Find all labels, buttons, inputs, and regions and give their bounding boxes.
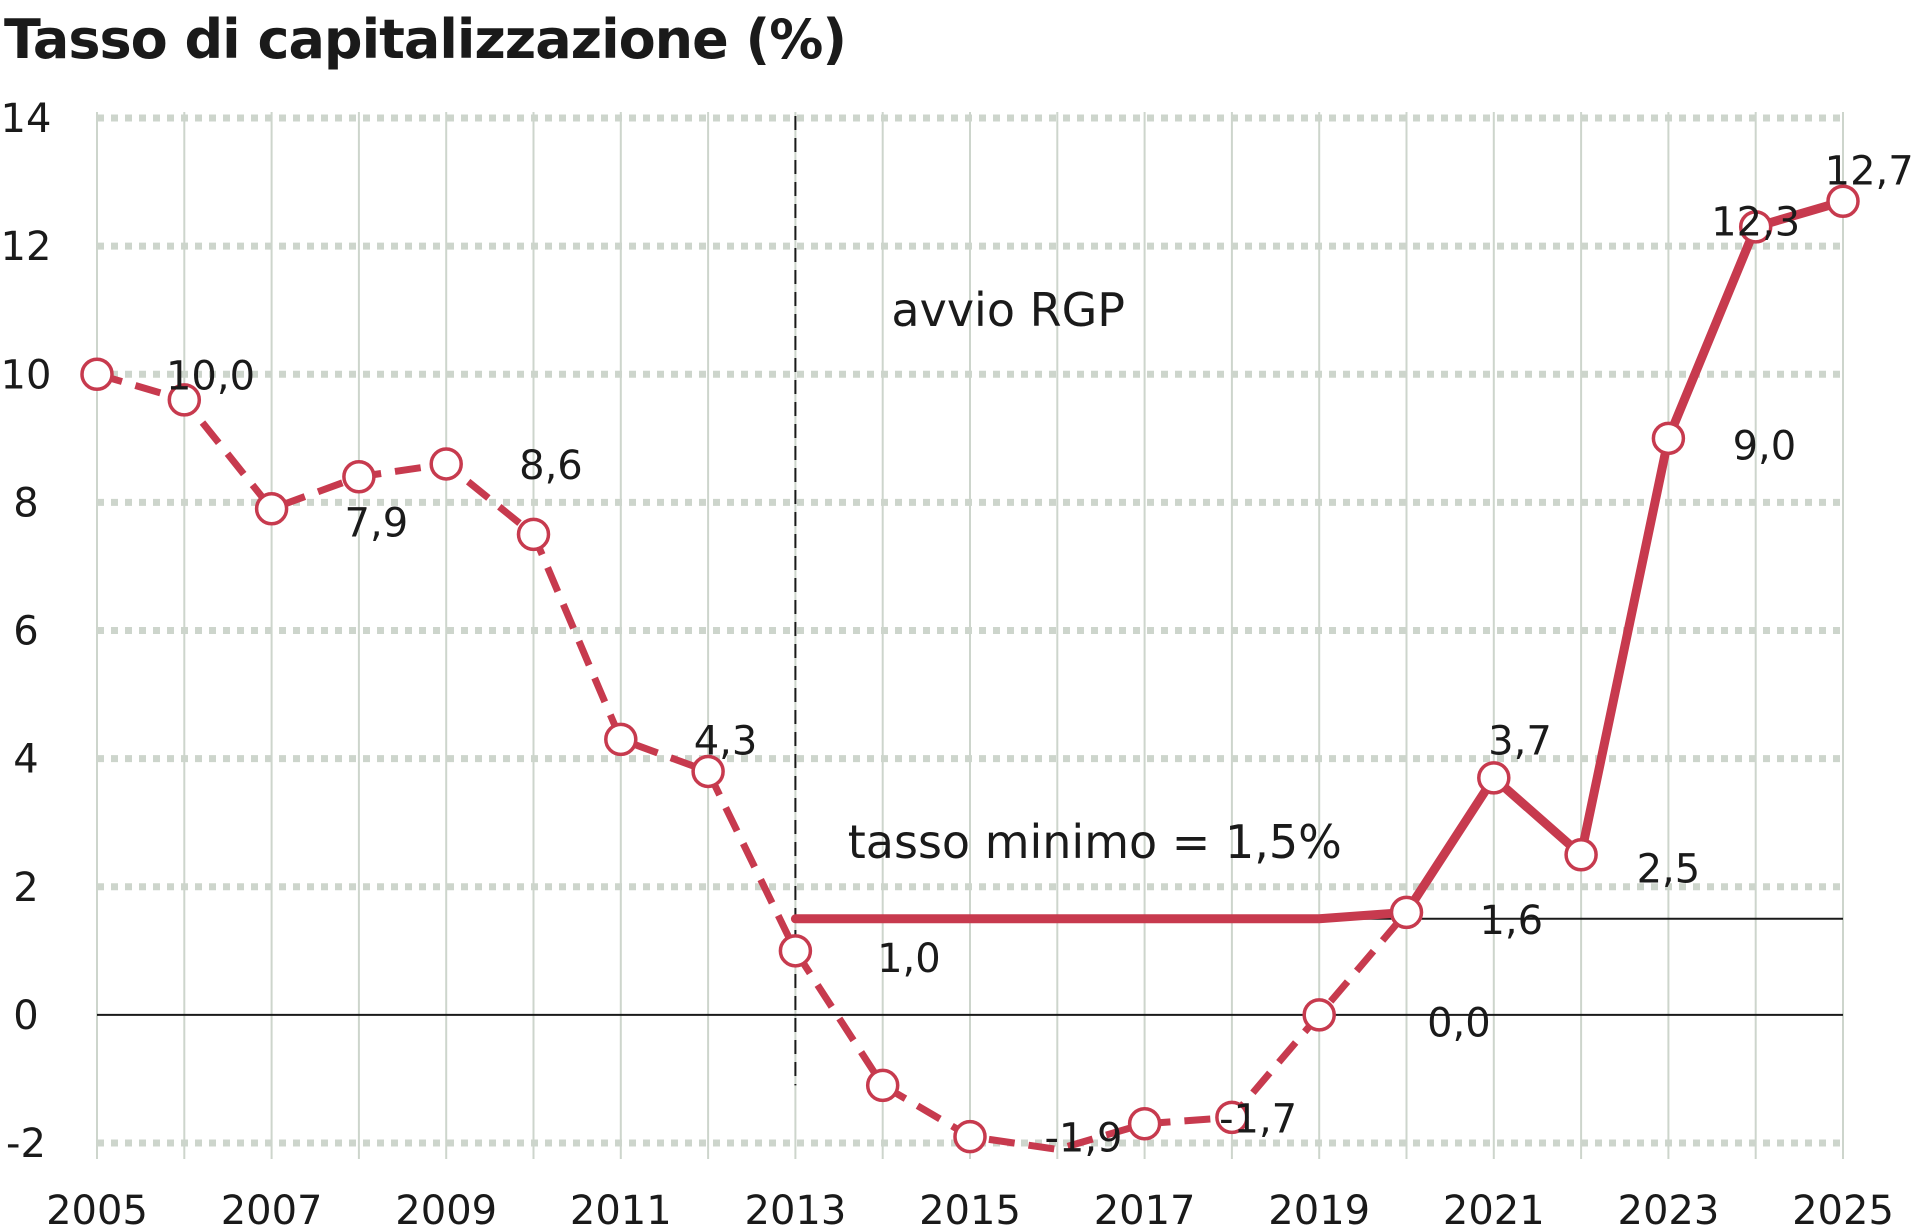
- point-marker: [516, 517, 551, 552]
- series-lines: [96, 196, 1848, 1153]
- data-label: 10,0: [166, 353, 255, 399]
- x-tick-label: 2015: [919, 1188, 1021, 1227]
- data-label: 3,7: [1488, 718, 1552, 764]
- data-label: 7,9: [345, 501, 409, 547]
- annotation-label: tasso minimo = 1,5%: [848, 815, 1342, 869]
- point-marker: [1302, 998, 1336, 1032]
- point-marker: [1651, 421, 1686, 456]
- data-label: 12,7: [1825, 148, 1914, 194]
- annotation-label: avvio RGP: [891, 283, 1125, 337]
- point-marker: [953, 1119, 987, 1154]
- point-marker: [429, 447, 463, 481]
- x-tick-label: 2005: [46, 1188, 148, 1227]
- point-marker: [1477, 761, 1511, 795]
- y-axis-ticks: 14 12 10 8 6 4 2 0 -2: [1, 96, 52, 1167]
- y-tick-label: 0: [13, 993, 38, 1039]
- y-tick-label: 14: [1, 96, 52, 142]
- annotations: avvio RGP tasso minimo = 1,5%: [848, 283, 1342, 869]
- chart-title: Tasso di capitalizzazione (%): [4, 8, 846, 71]
- series-line-dashed: [96, 370, 1410, 1153]
- data-label: 0,0: [1427, 1000, 1491, 1046]
- point-marker: [1738, 210, 1773, 244]
- point-marker: [80, 357, 114, 391]
- data-label: -1,7: [1219, 1096, 1297, 1142]
- y-tick-label: 10: [1, 352, 52, 398]
- point-marker: [1826, 184, 1860, 219]
- data-label: 1,0: [877, 936, 941, 982]
- x-tick-label: 2011: [570, 1188, 672, 1227]
- point-marker: [691, 754, 725, 789]
- point-marker: [1215, 1100, 1249, 1135]
- y-tick-label: -2: [6, 1121, 46, 1167]
- x-tick-label: 2019: [1268, 1188, 1370, 1227]
- data-label: 4,3: [694, 718, 758, 764]
- point-markers: [80, 184, 1860, 1154]
- data-label: 8,6: [519, 443, 583, 489]
- x-tick-label: 2023: [1618, 1188, 1720, 1227]
- series-line-solid: [790, 196, 1848, 924]
- data-label: 2,5: [1637, 847, 1701, 893]
- data-label: 1,6: [1479, 898, 1543, 944]
- y-tick-label: 4: [13, 737, 38, 783]
- data-labels: 10,0 7,9 8,6 4,3 1,0 -1,9 -1,7 0,0 1,6 3,7 2,5 9,0 1…: [166, 148, 1914, 1161]
- point-marker: [865, 1068, 900, 1103]
- point-marker: [342, 460, 376, 494]
- grid: [96, 112, 1844, 1159]
- y-tick-label: 6: [13, 609, 38, 655]
- x-tick-label: 2021: [1443, 1188, 1545, 1227]
- y-tick-label: 2: [13, 865, 38, 911]
- data-label: 9,0: [1733, 424, 1797, 470]
- x-tick-label: 2025: [1792, 1188, 1894, 1227]
- point-marker: [1389, 895, 1424, 930]
- point-marker: [778, 934, 813, 968]
- y-tick-label: 12: [1, 224, 52, 270]
- y-tick-label: 8: [13, 480, 38, 526]
- point-marker: [1127, 1107, 1162, 1141]
- x-tick-label: 2007: [221, 1188, 323, 1227]
- x-tick-label: 2009: [395, 1188, 497, 1227]
- data-label: -1,9: [1044, 1116, 1122, 1162]
- point-marker: [604, 722, 638, 757]
- x-tick-label: 2017: [1094, 1188, 1196, 1227]
- point-marker: [1564, 837, 1598, 872]
- point-marker: [167, 383, 202, 417]
- x-tick-label: 2013: [745, 1188, 847, 1227]
- data-label: 12,3: [1711, 200, 1800, 246]
- point-marker: [254, 492, 289, 526]
- x-axis-ticks: 2005 2007 2009 2011 2013 2015 2017 2019 2021 2023…: [46, 1188, 1894, 1227]
